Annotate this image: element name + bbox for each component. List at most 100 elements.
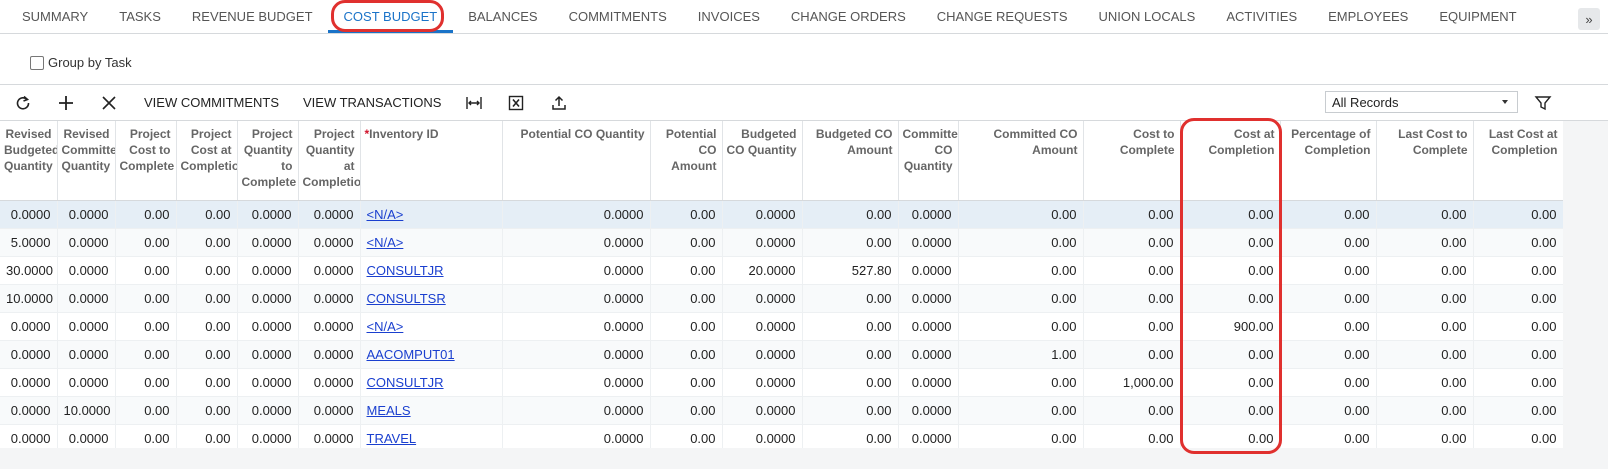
checkbox-label: Group by Task (48, 55, 132, 70)
cell: 0.00 (958, 285, 1083, 313)
grid-row[interactable]: 0.00000.00000.000.000.00000.0000TRAVEL0.… (0, 425, 1563, 449)
inventory-link[interactable]: <N/A> (367, 319, 404, 334)
tab[interactable]: TASKS (104, 0, 177, 33)
column-header[interactable]: Last Cost to Complete (1376, 121, 1473, 201)
cell: 0.00 (115, 341, 176, 369)
column-header[interactable]: Revised Committed Quantity (57, 121, 115, 201)
cell: 0.0000 (722, 425, 802, 449)
tab[interactable]: COMMITMENTS (553, 0, 682, 33)
checkbox[interactable] (30, 56, 44, 70)
column-header[interactable]: Committed CO Quantity (898, 121, 958, 201)
column-header[interactable]: Percentage of Completion (1280, 121, 1376, 201)
cell: 0.0000 (502, 425, 650, 449)
upload-button[interactable] (550, 94, 568, 112)
inventory-link[interactable]: MEALS (367, 403, 411, 418)
inventory-link[interactable]: <N/A> (367, 207, 404, 222)
column-title: Project Quantity at Completion (303, 127, 361, 189)
cell: 0.00 (958, 369, 1083, 397)
cell: 0.00 (1376, 341, 1473, 369)
inventory-link[interactable]: AACOMPUT01 (367, 347, 455, 362)
inventory-link[interactable]: <N/A> (367, 235, 404, 250)
cell: 0.00 (115, 425, 176, 449)
cell: 0.0000 (237, 229, 298, 257)
inventory-link[interactable]: CONSULTJR (367, 263, 444, 278)
grid-row[interactable]: 0.000010.00000.000.000.00000.0000MEALS0.… (0, 397, 1563, 425)
cell: MEALS (360, 397, 502, 425)
add-button[interactable] (57, 94, 75, 112)
cell: 0.0000 (502, 257, 650, 285)
cell: 0.00 (1473, 369, 1563, 397)
cell: 527.80 (802, 257, 898, 285)
cell: CONSULTJR (360, 257, 502, 285)
column-header[interactable]: Potential CO Amount (650, 121, 722, 201)
group-by-task[interactable]: Group by Task (30, 55, 132, 70)
tab[interactable]: SUMMARY (0, 0, 104, 33)
cell: 0.00 (1180, 229, 1280, 257)
grid-row[interactable]: 30.00000.00000.000.000.00000.0000CONSULT… (0, 257, 1563, 285)
cell: 0.0000 (298, 313, 360, 341)
tab[interactable]: INVOICES (682, 0, 775, 33)
cell: 0.00 (176, 397, 237, 425)
column-title: Last Cost to Complete (1398, 127, 1467, 157)
column-header[interactable]: Budgeted CO Quantity (722, 121, 802, 201)
refresh-button[interactable] (14, 94, 32, 112)
view-commitments-button[interactable]: VIEW COMMITMENTS (144, 95, 279, 110)
column-title: Project Cost to Complete (120, 127, 175, 173)
column-header[interactable]: Project Cost to Complete (115, 121, 176, 201)
tab[interactable]: EQUIPMENT (1424, 0, 1532, 33)
cell: 0.00 (1180, 201, 1280, 229)
cell: 0.00 (958, 229, 1083, 257)
column-header[interactable]: Potential CO Quantity (502, 121, 650, 201)
column-title: Cost at Completion (1209, 127, 1275, 157)
grid-row[interactable]: 0.00000.00000.000.000.00000.0000<N/A>0.0… (0, 313, 1563, 341)
column-header[interactable]: Cost to Complete (1083, 121, 1180, 201)
column-title: Budgeted CO Amount (816, 127, 893, 157)
inventory-link[interactable]: CONSULTJR (367, 375, 444, 390)
grid-row[interactable]: 0.00000.00000.000.000.00000.0000CONSULTJ… (0, 369, 1563, 397)
fit-columns-button[interactable] (465, 94, 483, 112)
grid-row[interactable]: 0.00000.00000.000.000.00000.0000AACOMPUT… (0, 341, 1563, 369)
column-header[interactable]: *Inventory ID (360, 121, 502, 201)
delete-button[interactable] (100, 94, 118, 112)
cell: 0.0000 (0, 425, 57, 449)
grid-row[interactable]: 0.00000.00000.000.000.00000.0000<N/A>0.0… (0, 201, 1563, 229)
export-excel-button[interactable] (507, 94, 525, 112)
cell: 0.00 (1376, 285, 1473, 313)
filter-button[interactable] (1534, 94, 1552, 112)
cell: 0.0000 (57, 313, 115, 341)
tab[interactable]: ACTIVITIES (1211, 0, 1313, 33)
cell: 0.0000 (237, 397, 298, 425)
tab[interactable]: REVENUE BUDGET (176, 0, 328, 33)
toolbar: VIEW COMMITMENTS VIEW TRANSACTIONS All R… (0, 85, 1608, 121)
column-header[interactable]: Revised Budgeted Quantity (0, 121, 57, 201)
cell: 0.00 (1280, 397, 1376, 425)
cell: 0.0000 (722, 285, 802, 313)
view-transactions-button[interactable]: VIEW TRANSACTIONS (303, 95, 441, 110)
column-header[interactable]: Project Quantity to Complete (237, 121, 298, 201)
tab[interactable]: EMPLOYEES (1313, 0, 1424, 33)
grid-row[interactable]: 10.00000.00000.000.000.00000.0000CONSULT… (0, 285, 1563, 313)
column-header[interactable]: Committed CO Amount (958, 121, 1083, 201)
tab[interactable]: COST BUDGET (328, 0, 453, 33)
cell: 0.00 (115, 257, 176, 285)
column-header[interactable]: Cost at Completion (1180, 121, 1280, 201)
column-title: Potential CO Amount (666, 127, 717, 173)
tab[interactable]: BALANCES (453, 0, 553, 33)
cell: 0.00 (1473, 285, 1563, 313)
tab[interactable]: CHANGE ORDERS (775, 0, 921, 33)
more-tabs[interactable]: » (1578, 8, 1600, 30)
column-header[interactable]: Last Cost at Completion (1473, 121, 1563, 201)
cell: 0.00 (802, 425, 898, 449)
column-header[interactable]: Project Cost at Completion (176, 121, 237, 201)
cell: 0.00 (1280, 341, 1376, 369)
inventory-link[interactable]: CONSULTSR (367, 291, 446, 306)
cell: 0.00 (1473, 397, 1563, 425)
tab[interactable]: CHANGE REQUESTS (921, 0, 1083, 33)
column-title: Project Quantity to Complete (242, 127, 297, 189)
tab[interactable]: UNION LOCALS (1083, 0, 1211, 33)
grid-row[interactable]: 5.00000.00000.000.000.00000.0000<N/A>0.0… (0, 229, 1563, 257)
inventory-link[interactable]: TRAVEL (367, 431, 417, 446)
column-header[interactable]: Budgeted CO Amount (802, 121, 898, 201)
column-header[interactable]: Project Quantity at Completion (298, 121, 360, 201)
records-filter[interactable]: All Records (1325, 91, 1518, 113)
